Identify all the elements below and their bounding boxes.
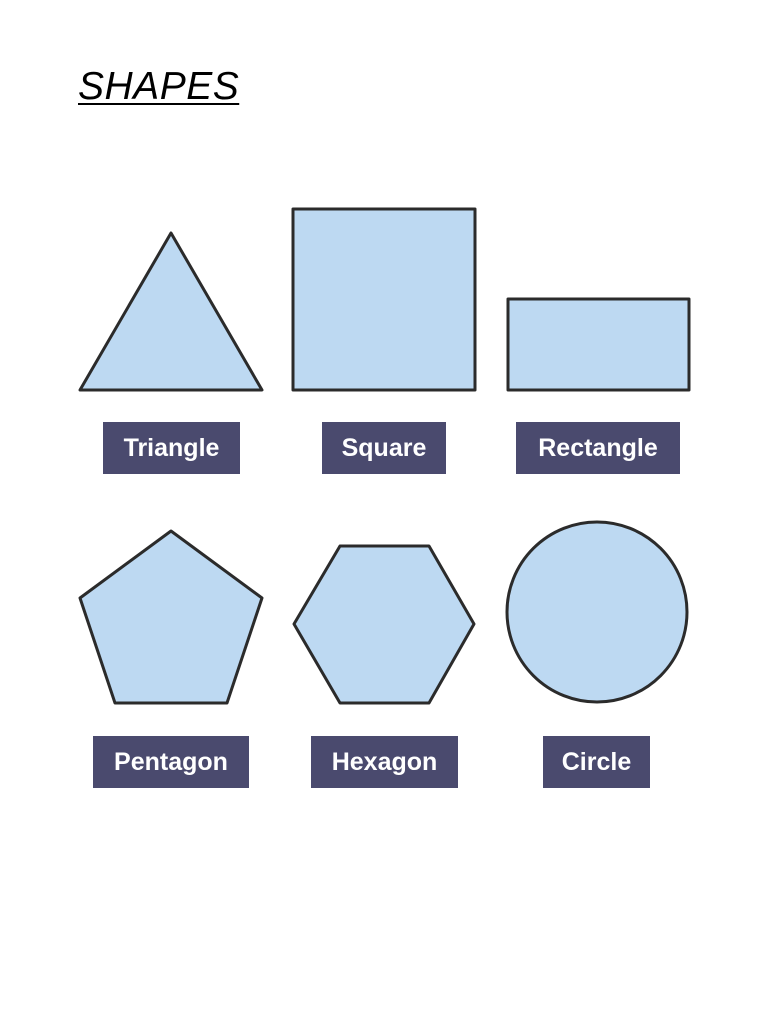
hexagon-label: Hexagon: [311, 736, 458, 788]
square-label: Square: [322, 422, 446, 474]
rectangle-label: Rectangle: [516, 422, 680, 474]
square-shape: [291, 207, 477, 392]
hexagon-shape: [292, 544, 476, 705]
pentagon-shape: [78, 529, 264, 705]
circle-shape: [505, 520, 689, 704]
pentagon-label: Pentagon: [93, 736, 249, 788]
triangle-shape: [78, 231, 264, 392]
triangle-label: Triangle: [103, 422, 240, 474]
page-title: SHAPES: [78, 65, 240, 108]
circle-label: Circle: [543, 736, 650, 788]
rectangle-shape: [506, 297, 691, 392]
